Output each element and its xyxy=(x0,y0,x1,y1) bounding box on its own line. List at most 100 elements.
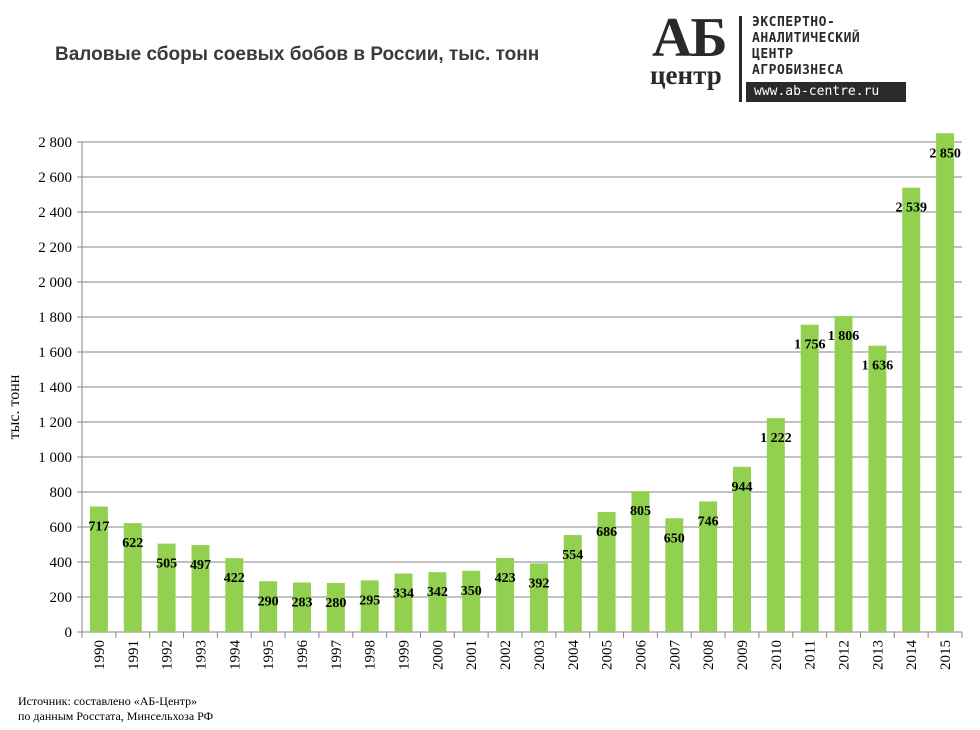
bar xyxy=(496,557,515,632)
data-label: 650 xyxy=(664,531,685,546)
y-tick-label: 2 600 xyxy=(38,170,72,186)
data-label: 334 xyxy=(393,587,414,602)
bar xyxy=(123,523,142,632)
y-tick-label: 200 xyxy=(50,590,73,606)
logo-website: www.ab-centre.ru xyxy=(746,82,906,102)
y-tick-label: 2 800 xyxy=(38,135,72,151)
bar xyxy=(699,501,718,632)
x-tick-label: 1996 xyxy=(295,640,311,671)
data-label: 554 xyxy=(562,548,583,563)
data-label: 1 636 xyxy=(862,359,894,374)
x-tick-label: 2006 xyxy=(633,640,649,671)
data-label: 2 850 xyxy=(929,146,961,161)
logo-line-3: ЦЕНТР xyxy=(752,47,794,62)
x-tick-label: 2008 xyxy=(701,640,717,670)
x-tick-label: 1998 xyxy=(363,640,379,670)
bar xyxy=(631,491,650,632)
logo-line-1: ЭКСПЕРТНО- xyxy=(752,15,836,30)
data-label: 422 xyxy=(224,571,245,586)
logo-word: центр xyxy=(650,60,722,90)
ab-centre-logo: АБ центр ЭКСПЕРТНО- АНАЛИТИЧЕСКИЙ ЦЕНТР … xyxy=(648,7,910,104)
bar xyxy=(428,572,447,632)
logo-line-4: АГРОБИЗНЕСА xyxy=(752,63,844,78)
y-tick-label: 2 000 xyxy=(38,275,72,291)
data-label: 497 xyxy=(190,558,211,573)
bar xyxy=(89,506,108,632)
data-label: 1 806 xyxy=(828,329,860,344)
data-label: 1 756 xyxy=(794,338,826,353)
x-tick-label: 1995 xyxy=(261,640,277,670)
x-tick-label: 1991 xyxy=(126,640,142,670)
x-tick-label: 2001 xyxy=(464,640,480,670)
data-label: 290 xyxy=(258,594,279,609)
bar xyxy=(225,558,244,632)
bar xyxy=(157,543,176,632)
data-label: 805 xyxy=(630,504,651,519)
data-label: 746 xyxy=(698,514,719,529)
bar xyxy=(394,573,413,632)
data-label: 944 xyxy=(732,480,753,495)
y-tick-label: 800 xyxy=(50,485,73,501)
y-tick-label: 1 000 xyxy=(38,450,72,466)
data-label: 622 xyxy=(122,536,143,551)
bar xyxy=(326,583,345,632)
data-label: 1 222 xyxy=(760,431,792,446)
y-axis-label: тыс. тонн xyxy=(6,374,23,439)
x-tick-label: 2010 xyxy=(769,640,785,670)
x-tick-label: 2003 xyxy=(532,640,548,670)
data-label: 392 xyxy=(528,576,549,591)
x-tick-label: 1993 xyxy=(193,640,209,670)
bar xyxy=(597,511,616,632)
chart-title: Валовые сборы соевых бобов в России, тыс… xyxy=(55,44,540,65)
bar xyxy=(462,570,481,632)
y-tick-label: 0 xyxy=(65,625,73,641)
logo-separator xyxy=(739,16,742,102)
x-tick-label: 2014 xyxy=(904,640,920,671)
x-tick-label: 2013 xyxy=(870,640,886,670)
x-tick-label: 2009 xyxy=(735,640,751,670)
x-tick-label: 2012 xyxy=(837,640,853,670)
bar xyxy=(834,315,853,632)
bar xyxy=(293,582,311,632)
data-label: 295 xyxy=(359,593,380,608)
bar xyxy=(665,518,684,632)
data-label: 505 xyxy=(156,557,177,572)
logo-letters: АБ xyxy=(652,7,727,69)
data-label: 423 xyxy=(495,571,516,586)
y-tick-label: 1 600 xyxy=(38,345,72,361)
bar xyxy=(902,187,921,633)
bar xyxy=(868,345,887,632)
x-tick-label: 1990 xyxy=(92,640,108,670)
bar xyxy=(936,133,955,632)
x-tick-label: 2007 xyxy=(667,640,683,671)
x-tick-label: 2002 xyxy=(498,640,514,670)
data-label: 686 xyxy=(596,525,617,540)
y-tick-label: 1 800 xyxy=(38,310,72,326)
bar xyxy=(733,466,751,632)
x-tick-label: 2015 xyxy=(938,640,954,670)
bar xyxy=(191,545,210,632)
x-tick-label: 2011 xyxy=(803,640,819,669)
y-tick-label: 1 400 xyxy=(38,380,72,396)
y-tick-label: 2 400 xyxy=(38,205,72,221)
x-tick-label: 1997 xyxy=(329,640,345,671)
source-line-2: по данным Росстата, Минсельхоза РФ xyxy=(18,709,214,723)
x-tick-label: 1992 xyxy=(160,640,176,670)
data-label: 717 xyxy=(88,520,109,535)
data-label: 283 xyxy=(292,595,313,610)
x-tick-label: 2004 xyxy=(566,640,582,671)
x-tick-label: 1994 xyxy=(227,640,243,671)
bar xyxy=(259,581,278,632)
source-note: Источник: составлено «АБ-Центр» по данны… xyxy=(18,694,213,724)
bar xyxy=(563,535,582,632)
bar xyxy=(529,563,548,632)
bar xyxy=(800,324,819,632)
x-tick-label: 1999 xyxy=(397,640,413,670)
data-label: 342 xyxy=(427,585,448,600)
data-label: 2 539 xyxy=(895,201,927,216)
y-tick-label: 2 200 xyxy=(38,240,72,256)
data-label: 350 xyxy=(461,584,482,599)
x-tick-label: 2000 xyxy=(430,640,446,670)
bar xyxy=(360,580,379,632)
